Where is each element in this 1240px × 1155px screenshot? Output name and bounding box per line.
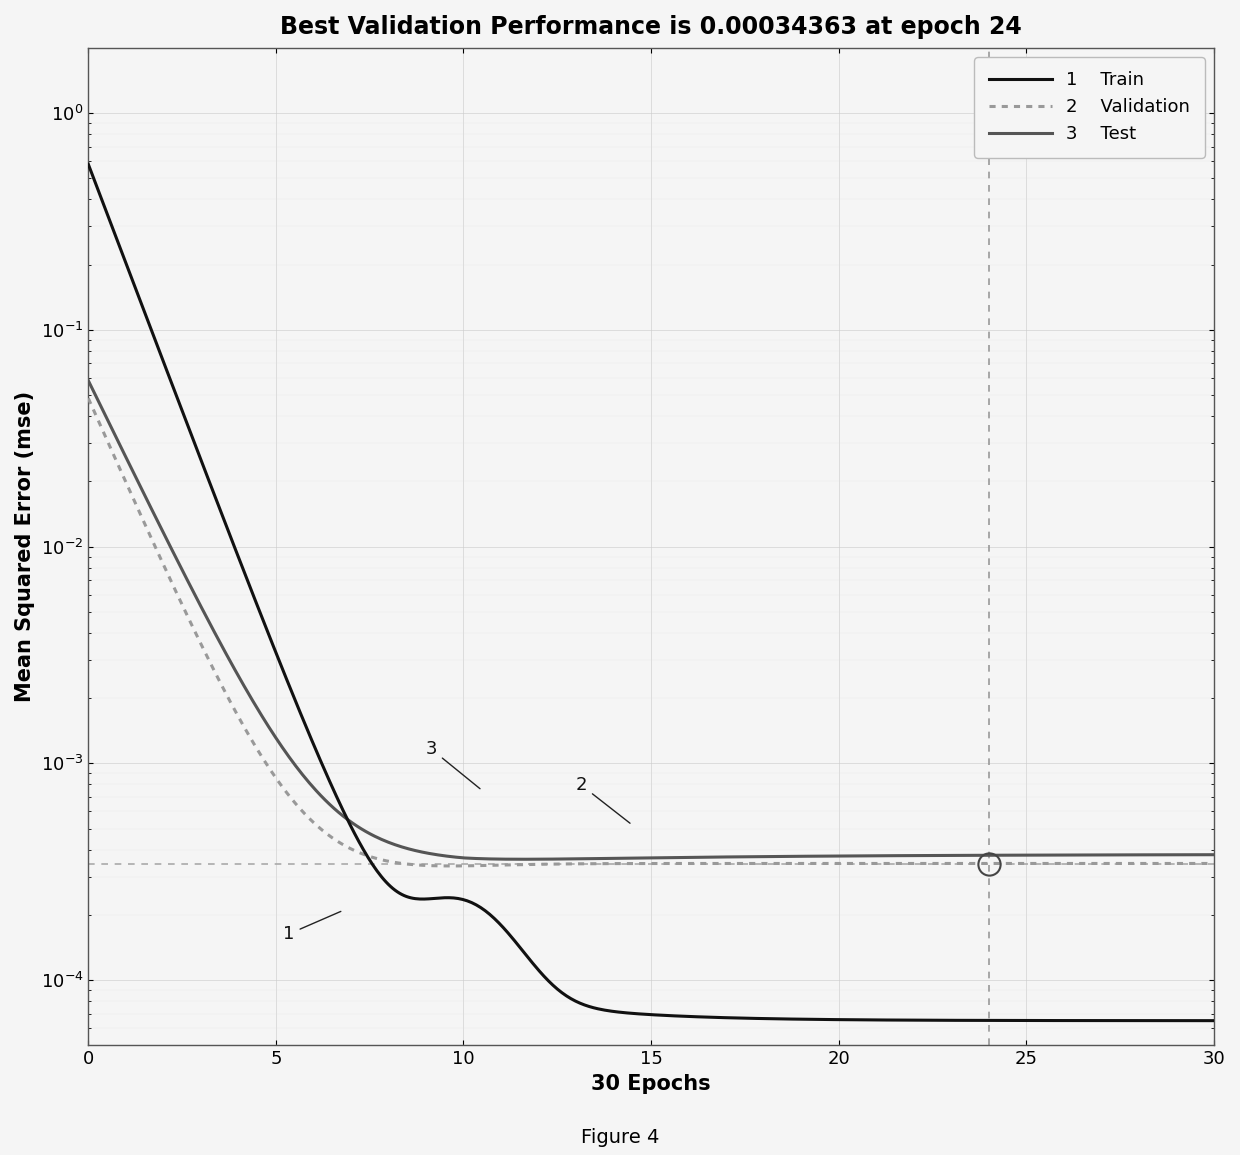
Text: Figure 4: Figure 4 (580, 1128, 660, 1147)
Text: 3: 3 (425, 740, 480, 789)
Y-axis label: Mean Squared Error (mse): Mean Squared Error (mse) (15, 392, 35, 702)
Text: 1: 1 (284, 911, 341, 942)
Text: 2: 2 (575, 776, 630, 824)
X-axis label: 30 Epochs: 30 Epochs (591, 1074, 711, 1094)
Legend: 1    Train, 2    Validation, 3    Test: 1 Train, 2 Validation, 3 Test (975, 57, 1204, 158)
Title: Best Validation Performance is 0.00034363 at epoch 24: Best Validation Performance is 0.0003436… (280, 15, 1022, 39)
